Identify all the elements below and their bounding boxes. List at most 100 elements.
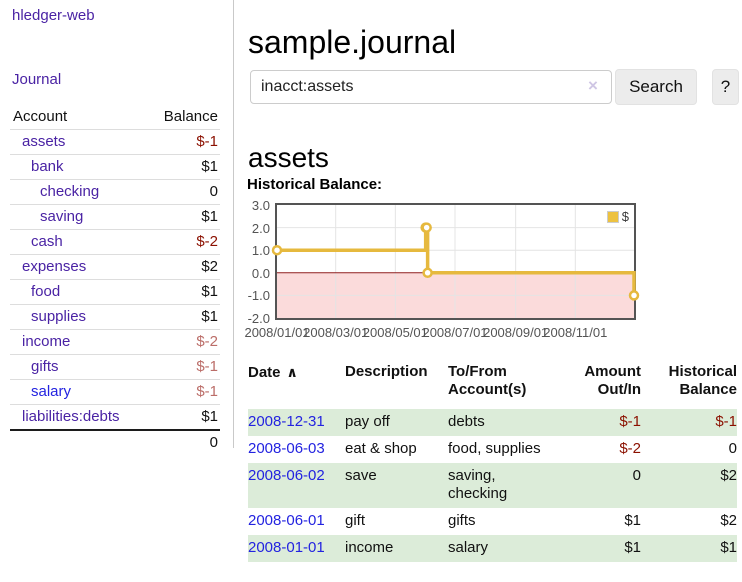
sidebar-account-row: checking 0 [10, 179, 220, 205]
sidebar-account-link[interactable]: saving [40, 208, 84, 225]
sidebar-account-balance: $1 [201, 283, 218, 300]
clear-search-icon[interactable]: × [588, 76, 598, 95]
help-button[interactable]: ? [712, 69, 739, 105]
sidebar-account-balance: 0 [209, 183, 218, 200]
sidebar-account-balance: $1 [201, 308, 218, 325]
page-title: sample.journal [248, 24, 457, 61]
register-date-link[interactable]: 2008-06-03 [248, 440, 325, 457]
register-amount: $1 [560, 535, 641, 562]
register-header-balance: Historical Balance [668, 363, 737, 398]
chart-x-tick-label: 2008/03/01 [303, 325, 369, 340]
sidebar-account-link[interactable]: supplies [31, 308, 87, 325]
sidebar-account-row: liabilities:debts $1 [10, 404, 220, 431]
sidebar-account-link[interactable]: income [22, 333, 71, 350]
sidebar-account-balance: $-1 [196, 133, 218, 150]
sidebar-account-row: food $1 [10, 279, 220, 305]
register-balance: 0 [728, 440, 737, 457]
register-description: eat & shop [345, 440, 417, 457]
sidebar-account-balance: $-2 [196, 333, 218, 350]
sidebar-account-link[interactable]: expenses [22, 258, 87, 275]
search-button[interactable]: Search [615, 69, 697, 105]
sidebar-accounts-table: Account Balance assets $-1 bank $1 checking 0… [10, 105, 220, 455]
register-accounts: salary [448, 535, 560, 562]
sidebar-account-row: salary $-1 [10, 379, 220, 405]
chart-canvas [271, 205, 640, 318]
chart-y-tick-label: 3.0 [251, 198, 270, 213]
register-table: Date ∧ Description To/From Account(s) Amo… [248, 360, 737, 562]
register-date-link[interactable]: 2008-12-31 [248, 409, 345, 436]
sidebar-account-row: saving $1 [10, 204, 220, 230]
register-description: income [345, 535, 448, 562]
sidebar-account-balance: $-2 [196, 233, 218, 250]
register-header-amount: Amount Out/In [584, 363, 641, 398]
sidebar-account-link[interactable]: food [31, 283, 61, 300]
register-row: 2008-06-01 gift gifts $1 $2 [248, 508, 737, 535]
register-amount: 0 [560, 463, 641, 508]
sidebar-account-link[interactable]: assets [22, 133, 66, 150]
app-brand-link[interactable]: hledger-web [12, 7, 95, 24]
chart-y-tick-label: -1.0 [247, 288, 270, 304]
chart-y-tick-label: 0.0 [251, 265, 270, 281]
sidebar-account-column-header: Account [13, 108, 68, 125]
register-accounts: saving, checking [448, 463, 560, 508]
chart-x-tick-label: 2008/07/01 [422, 325, 488, 340]
sidebar-account-row: gifts $-1 [10, 354, 220, 380]
register-description: pay off [345, 409, 448, 436]
sidebar-account-balance: $2 [201, 258, 218, 275]
sidebar-account-row: income $-2 [10, 329, 220, 355]
register-date-link[interactable]: 2008-01-01 [248, 535, 345, 562]
register-header-date-label: Date [248, 364, 281, 381]
register-balance: $2 [641, 463, 737, 508]
sort-ascending-icon: ∧ [286, 364, 298, 380]
register-accounts: debts [448, 409, 560, 436]
sidebar-account-balance: $-1 [196, 358, 218, 375]
sidebar-total-row: 0 [10, 430, 220, 455]
register-balance: $-1 [641, 409, 737, 436]
sidebar-account-row: assets $-1 [10, 129, 220, 155]
register-accounts: gifts [448, 512, 476, 529]
sidebar-account-row: supplies $1 [10, 304, 220, 330]
register-date-link[interactable]: 2008-06-02 [248, 463, 345, 508]
sidebar-account-balance: $1 [201, 408, 218, 425]
sidebar-account-link[interactable]: salary [31, 383, 72, 400]
register-amount: $-1 [560, 409, 641, 436]
register-description: save [345, 463, 448, 508]
legend-swatch-icon [606, 210, 619, 223]
register-header-date[interactable]: Date ∧ [248, 360, 345, 409]
register-row: 2008-01-01 income salary $1 $1 [248, 535, 737, 562]
chart-plot-area: $ [271, 203, 640, 320]
register-accounts: food, supplies [448, 440, 541, 457]
sidebar-account-row: bank $1 [10, 154, 220, 180]
register-header-accounts: To/From Account(s) [448, 363, 527, 398]
sidebar-account-balance: $1 [201, 208, 218, 225]
chart-x-tick-label: 2008/05/01 [362, 325, 428, 340]
register-balance: $2 [720, 512, 737, 529]
sidebar-account-link[interactable]: cash [31, 233, 63, 250]
register-row: 2008-06-02 save saving, checking 0 $2 [248, 463, 737, 508]
sidebar-account-row: expenses $2 [10, 254, 220, 280]
register-date-link[interactable]: 2008-06-01 [248, 512, 325, 529]
sidebar-account-link[interactable]: checking [40, 183, 100, 200]
register-row: 2008-06-03 eat & shop food, supplies $-2 0 [248, 436, 737, 463]
chart-y-tick-label: 2.0 [251, 220, 270, 236]
register-balance: $1 [641, 535, 737, 562]
chart-y-tick-label: -2.0 [247, 311, 270, 326]
legend-label: $ [621, 209, 629, 224]
sidebar-balance-column-header: Balance [163, 108, 218, 125]
search-input[interactable] [250, 70, 612, 104]
register-row: 2008-12-31 pay off debts $-1 $-1 [248, 409, 737, 436]
sidebar-account-row: cash $-2 [10, 229, 220, 255]
register-header-description: Description [345, 363, 428, 380]
sidebar-account-link[interactable]: liabilities:debts [22, 408, 120, 425]
sidebar-account-balance: $-1 [196, 383, 218, 400]
chart-title: Historical Balance: [247, 176, 383, 193]
account-heading: assets [248, 142, 329, 174]
register-amount: $-2 [619, 440, 641, 457]
chart-x-tick-label: 2008/09/01 [483, 325, 549, 340]
sidebar-account-link[interactable]: bank [31, 158, 64, 175]
sidebar-account-link[interactable]: gifts [31, 358, 59, 375]
sidebar-account-balance: $1 [201, 158, 218, 175]
sidebar-item-journal[interactable]: Journal [12, 71, 62, 88]
chart-x-tick-label: 2008/11/01 [543, 325, 608, 340]
historical-balance-chart: $ 3.0 2.0 1.0 0.0 -1.0 -2.0 2008/01/01 2008/03… [236, 198, 716, 343]
